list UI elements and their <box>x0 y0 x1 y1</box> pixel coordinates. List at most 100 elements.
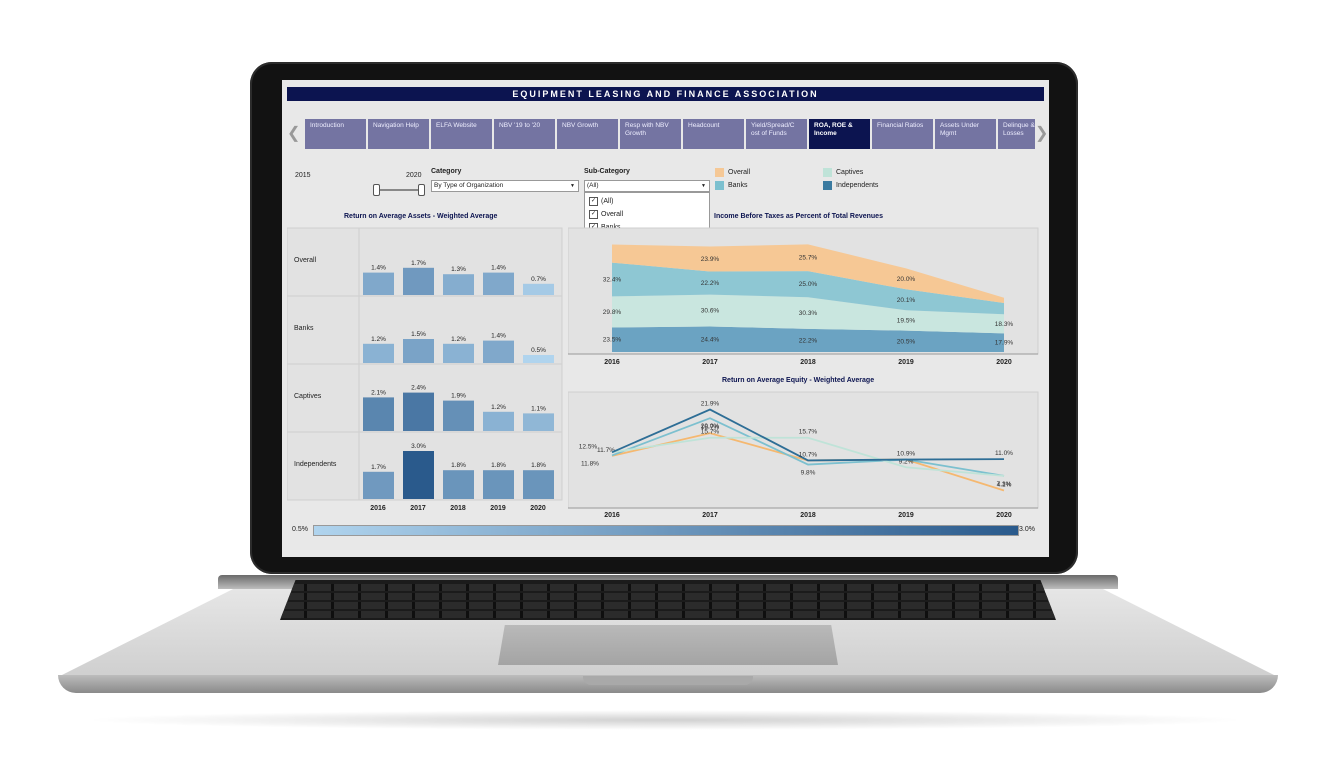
chevron-left-icon[interactable]: ❮ <box>287 125 301 142</box>
trackpad <box>498 625 838 665</box>
income-data-label: 20.5% <box>897 338 916 345</box>
income-area-banks <box>612 262 1004 315</box>
roe-data-label: 11.0% <box>995 450 1013 457</box>
roa-data-label: 1.4% <box>491 333 506 340</box>
tab-resp-with-nbv-growth[interactable]: Resp with NBV Growth <box>620 119 681 149</box>
income-x-tick: 2016 <box>604 359 620 366</box>
roa-data-label: 1.2% <box>491 404 506 411</box>
income-data-label: 19.5% <box>897 317 916 324</box>
roe-data-label: 10.9% <box>897 451 916 458</box>
roa-data-label: 1.5% <box>411 331 426 338</box>
roa-data-label: 1.4% <box>371 265 386 272</box>
roa-bar <box>403 267 434 295</box>
income-data-label: 20.1% <box>897 297 916 304</box>
income-data-label: 30.6% <box>701 308 720 315</box>
roa-bar <box>363 471 394 499</box>
roa-data-label: 1.8% <box>491 462 506 469</box>
subcategory-label: Sub-Category <box>584 168 630 175</box>
roa-data-label: 1.1% <box>531 405 546 412</box>
legend-swatch-captives <box>823 168 832 177</box>
roe-data-label: 9.8% <box>801 470 816 477</box>
tab-elfa-website[interactable]: ELFA Website <box>431 119 492 149</box>
income-chart-title: Income Before Taxes as Percent of Total … <box>714 213 883 220</box>
income-x-tick: 2019 <box>898 359 914 366</box>
tab-nbv-19-to-20[interactable]: NBV '19 to '20 <box>494 119 555 149</box>
category-select[interactable]: By Type of Organization ▼ <box>431 180 579 192</box>
chevron-down-icon: ▼ <box>570 183 575 189</box>
roe-line-captives <box>611 436 1005 477</box>
roe-data-label: 16.7% <box>701 424 720 431</box>
checkbox-checked-icon[interactable]: ✓ <box>589 196 598 206</box>
tab-assets-under-mgmt[interactable]: Assets Under Mgmt <box>935 119 996 149</box>
option-label: (All) <box>601 198 614 205</box>
tab-headcount[interactable]: Headcount <box>683 119 744 149</box>
laptop-shadow <box>80 710 1250 730</box>
roa-bar <box>483 272 514 295</box>
legend-swatch-banks <box>715 181 724 190</box>
tab-nbv-growth[interactable]: NBV Growth <box>557 119 618 149</box>
year-start-label: 2015 <box>295 172 311 179</box>
roa-data-label: 1.7% <box>411 260 426 267</box>
tab-navigation-help[interactable]: Navigation Help <box>368 119 429 149</box>
roe-x-tick: 2018 <box>800 512 816 519</box>
roa-bar <box>403 339 434 363</box>
legend-label-banks: Banks <box>728 182 748 189</box>
subcategory-select[interactable]: (All) ▼ <box>584 180 710 192</box>
legend-label-captives: Captives <box>836 169 864 176</box>
income-data-label: 29.8% <box>603 309 622 316</box>
slider-handle-start[interactable] <box>373 184 380 196</box>
year-range-slider[interactable] <box>376 189 424 191</box>
roa-row-label: Banks <box>294 325 314 332</box>
roa-data-label: 1.2% <box>451 336 466 343</box>
checkbox-checked-icon[interactable]: ✓ <box>589 209 598 219</box>
tab-strip: Introduction Navigation Help ELFA Website N… <box>305 119 1035 149</box>
roe-data-label: 20.0% <box>701 423 720 430</box>
subcategory-option-overall[interactable]: ✓ Overall <box>589 209 623 220</box>
income-data-label: 22.2% <box>701 280 720 287</box>
roa-data-label: 1.7% <box>371 464 386 471</box>
roa-bar <box>523 283 554 295</box>
tab-delinque-losses[interactable]: Delinque & Losses <box>998 119 1035 149</box>
income-area-overall <box>612 244 1004 303</box>
roa-row-label: Overall <box>294 257 317 264</box>
roa-bar <box>483 340 514 363</box>
roa-bar <box>523 413 554 431</box>
chevron-down-icon: ▼ <box>701 183 706 189</box>
roa-bar <box>403 392 434 431</box>
roa-bar <box>443 274 474 295</box>
roe-x-tick: 2017 <box>702 512 718 519</box>
income-area-independents <box>612 326 1004 352</box>
roa-data-label: 1.9% <box>451 393 466 400</box>
roa-data-label: 2.4% <box>411 385 426 392</box>
tab-introduction[interactable]: Introduction <box>305 119 366 149</box>
roa-data-label: 2.1% <box>371 389 386 396</box>
roa-bar <box>483 470 514 499</box>
roa-row-label: Independents <box>294 461 337 468</box>
roe-x-tick: 2019 <box>898 512 914 519</box>
chevron-right-icon[interactable]: ❯ <box>1035 125 1049 142</box>
roa-data-label: 1.8% <box>531 462 546 469</box>
income-data-label: 22.2% <box>799 337 818 344</box>
tab-roa-roe-income[interactable]: ROA, ROE & Income <box>809 119 870 149</box>
tab-financial-ratios[interactable]: Financial Ratios <box>872 119 933 149</box>
income-data-label: 18.3% <box>995 321 1014 328</box>
subcategory-option-all[interactable]: ✓ (All) <box>589 196 613 207</box>
tab-yield-spread-c-ost-of-funds[interactable]: Yield/Spread/C ost of Funds <box>746 119 807 149</box>
roe-data-label: 15.7% <box>799 429 818 436</box>
roe-data-label: 4.1% <box>997 481 1012 488</box>
category-label: Category <box>431 168 462 175</box>
legend-swatch-overall <box>715 168 724 177</box>
income-data-label: 25.0% <box>799 281 818 288</box>
roa-x-tick: 2018 <box>450 505 466 512</box>
roa-bar <box>483 411 514 431</box>
roa-data-label: 1.2% <box>371 336 386 343</box>
roa-bar <box>363 272 394 295</box>
year-end-label: 2020 <box>406 172 422 179</box>
roa-bar-chart: Overall 1.4% 1.7% 1.3% 1.4% 0.7% Banks 1.2% 1.5%… <box>287 227 563 512</box>
slider-handle-end[interactable] <box>418 184 425 196</box>
roe-line-chart: 11.7% 16.7% 4.1% 11.8% 20.0% 9.8% 7.3% 12.5% 15.… <box>568 391 1039 519</box>
roa-x-tick: 2020 <box>530 505 546 512</box>
income-area-captives <box>612 294 1004 334</box>
roe-data-label: 12.5% <box>579 443 598 450</box>
scale-max-label: 3.0% <box>1019 526 1035 533</box>
